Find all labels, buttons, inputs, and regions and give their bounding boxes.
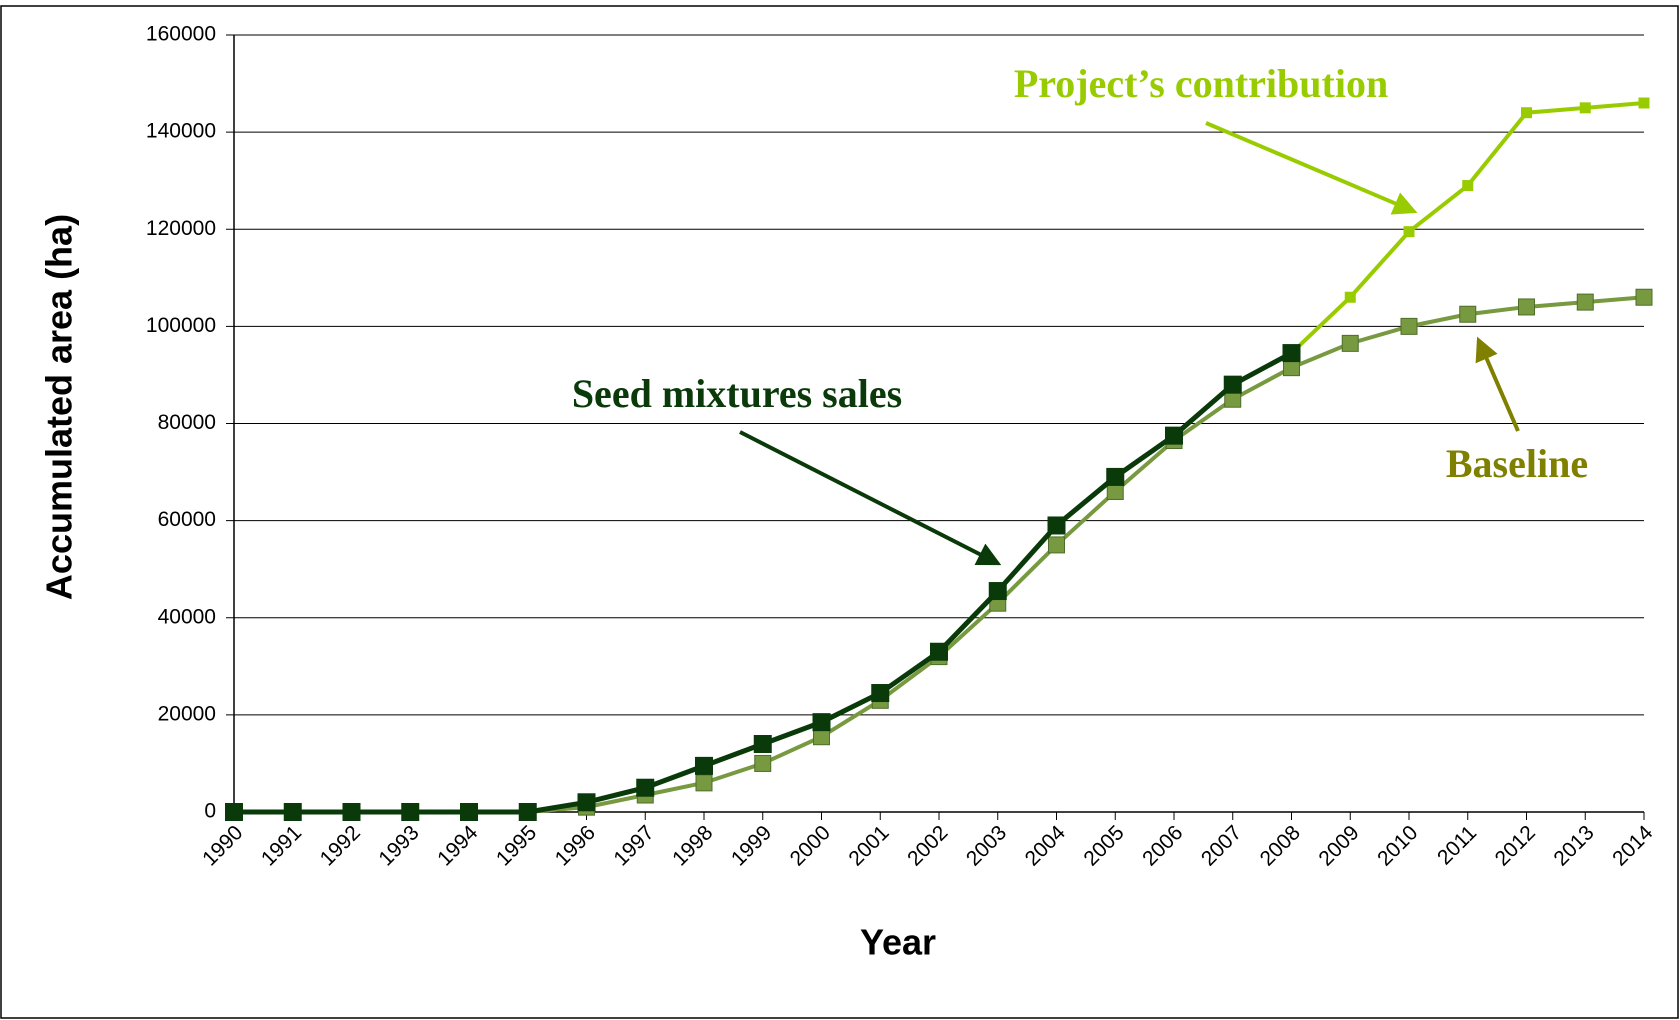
marks <box>225 97 1653 821</box>
data-point <box>1459 305 1477 323</box>
data-point <box>695 756 713 775</box>
data-point <box>1576 293 1594 311</box>
data-point <box>1521 107 1532 119</box>
x-tick-label: 1997 <box>609 821 658 870</box>
x-tick-label: 2007 <box>1197 821 1246 870</box>
data-point <box>342 803 361 821</box>
data-point <box>1341 334 1359 352</box>
x-tick-label: 2002 <box>903 821 952 870</box>
x-tick-label: 1994 <box>433 821 483 871</box>
x-tick-label: 2003 <box>962 821 1011 870</box>
y-tick-label: 120000 <box>146 217 216 240</box>
x-tick-label: 2013 <box>1549 821 1598 870</box>
data-point <box>871 684 890 703</box>
data-point <box>225 803 243 821</box>
data-point <box>401 803 420 821</box>
grid: 0 20000 40000 60000 80000 100000 120000 140000 1… <box>146 23 1658 871</box>
y-tick-label: 20000 <box>158 702 216 725</box>
data-point <box>753 735 772 754</box>
x-tick-label: 2009 <box>1314 821 1363 870</box>
x-tick-label: 2006 <box>1138 821 1187 870</box>
x-tick-label: 1990 <box>198 821 247 870</box>
data-point <box>1165 426 1183 445</box>
annotation-arrow <box>739 430 1002 566</box>
x-tick-label: 2004 <box>1021 821 1071 871</box>
x-tick-label: 1992 <box>316 821 365 870</box>
data-point <box>1635 288 1653 306</box>
data-point <box>1518 298 1535 316</box>
data-point <box>1344 291 1356 303</box>
data-point <box>1106 467 1125 486</box>
x-tick-label: 1993 <box>374 821 423 870</box>
x-tick-label: 2011 <box>1433 821 1481 869</box>
data-point <box>1047 516 1066 535</box>
x-axis-title: Year <box>860 922 936 963</box>
data-point <box>1579 102 1591 114</box>
data-point <box>460 803 478 821</box>
data-point <box>988 582 1007 601</box>
data-point <box>695 774 713 792</box>
data-point <box>1638 97 1650 109</box>
x-tick-label: 2001 <box>844 821 893 870</box>
data-point <box>930 642 948 661</box>
chart-border <box>0 5 1679 1019</box>
annotation: Project’s contribution <box>1014 61 1388 106</box>
data-point <box>1400 317 1418 335</box>
y-tick-label: 40000 <box>158 605 216 628</box>
x-tick-label: 2008 <box>1256 821 1305 870</box>
annotation: Baseline <box>1446 441 1588 486</box>
data-point <box>1462 180 1474 192</box>
x-tick-label: 1999 <box>727 821 776 870</box>
x-tick-label: 2014 <box>1608 821 1658 871</box>
annotation: Seed mixtures sales <box>572 371 902 416</box>
data-point <box>754 754 772 772</box>
y-tick-label: 160000 <box>146 23 216 46</box>
x-tick-label: 2012 <box>1491 821 1540 870</box>
data-point <box>1403 226 1415 238</box>
annotation-arrow <box>1475 336 1520 432</box>
x-tick-label: 2005 <box>1079 821 1128 870</box>
annotation-arrow <box>1205 121 1418 215</box>
y-tick-label: 100000 <box>146 314 216 337</box>
data-point <box>636 778 655 797</box>
x-tick-label: 2000 <box>786 821 835 870</box>
x-tick-label: 1991 <box>257 821 306 870</box>
data-point <box>577 793 596 812</box>
data-point <box>518 803 537 821</box>
x-tick-label: 2010 <box>1373 821 1422 870</box>
data-point <box>1223 375 1242 394</box>
data-point <box>812 713 831 732</box>
y-tick-label: 80000 <box>158 411 216 434</box>
y-axis-title: Accumulated area (ha) <box>39 214 80 600</box>
x-tick-label: 1998 <box>668 821 717 870</box>
x-tick-label: 1996 <box>551 821 600 870</box>
data-point <box>283 803 302 821</box>
data-point <box>1048 536 1065 554</box>
series-line <box>234 295 1645 814</box>
data-point <box>1282 344 1301 363</box>
y-tick-label: 0 <box>204 800 216 823</box>
y-tick-label: 140000 <box>146 120 216 143</box>
x-tick-label: 1995 <box>492 821 541 870</box>
y-tick-label: 60000 <box>158 508 216 531</box>
